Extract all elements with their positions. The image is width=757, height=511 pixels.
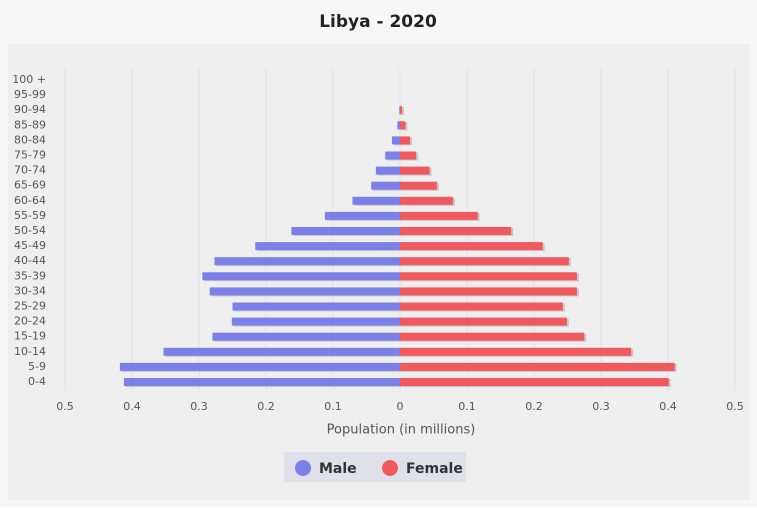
y-tick-label: 90-94 bbox=[14, 103, 46, 116]
legend-label: Male bbox=[319, 461, 357, 477]
y-tick-label: 45-49 bbox=[14, 239, 46, 252]
y-tick-label: 100 + bbox=[12, 73, 46, 86]
bar bbox=[400, 181, 437, 190]
bar bbox=[400, 227, 512, 235]
bar bbox=[163, 347, 400, 356]
legend-swatch bbox=[295, 460, 311, 476]
legend-label: Female bbox=[406, 461, 463, 477]
x-tick-label: 0.3 bbox=[592, 400, 610, 413]
bar bbox=[400, 242, 543, 251]
y-tick-label: 50-54 bbox=[14, 224, 46, 237]
bar bbox=[375, 166, 400, 175]
bar bbox=[385, 151, 400, 160]
bar bbox=[400, 317, 567, 326]
y-tick-label: 70-74 bbox=[14, 164, 46, 177]
bar bbox=[400, 166, 430, 175]
bar bbox=[400, 121, 406, 130]
bar bbox=[400, 378, 669, 386]
bar bbox=[212, 332, 400, 341]
bar bbox=[400, 136, 411, 145]
bar bbox=[352, 196, 400, 205]
legend bbox=[284, 452, 466, 482]
bar bbox=[400, 302, 563, 311]
y-tick-label: 85-89 bbox=[14, 118, 46, 131]
bar bbox=[214, 257, 400, 266]
y-tick-label: 5-9 bbox=[28, 360, 46, 373]
y-tick-label: 35-39 bbox=[14, 269, 46, 282]
bar bbox=[400, 332, 585, 341]
bar bbox=[400, 257, 569, 266]
bar bbox=[400, 106, 403, 115]
y-tick-label: 15-19 bbox=[14, 330, 46, 343]
bar bbox=[400, 272, 577, 281]
x-tick-label: 0.5 bbox=[726, 400, 744, 413]
bar bbox=[400, 347, 632, 356]
bar bbox=[232, 302, 400, 311]
y-tick-label: 20-24 bbox=[14, 315, 46, 328]
y-tick-label: 0-4 bbox=[28, 375, 46, 388]
bar bbox=[400, 362, 675, 371]
y-tick-label: 40-44 bbox=[14, 254, 46, 267]
bar-shadow bbox=[402, 107, 405, 116]
x-tick-label: 0 bbox=[397, 400, 404, 413]
bar bbox=[400, 287, 577, 296]
x-tick-label: 0.4 bbox=[123, 400, 141, 413]
bar bbox=[371, 181, 400, 190]
y-tick-label: 95-99 bbox=[14, 88, 46, 101]
y-tick-label: 65-69 bbox=[14, 179, 46, 192]
x-tick-label: 0.2 bbox=[257, 400, 275, 413]
chart-title: Libya - 2020 bbox=[319, 12, 437, 32]
legend-swatch bbox=[382, 460, 398, 476]
bar bbox=[400, 211, 478, 220]
bar bbox=[119, 362, 400, 371]
x-tick-label: 0.5 bbox=[56, 400, 74, 413]
y-tick-label: 55-59 bbox=[14, 209, 46, 222]
bar bbox=[324, 211, 400, 220]
x-tick-label: 0.4 bbox=[659, 400, 677, 413]
y-tick-label: 30-34 bbox=[14, 284, 46, 297]
bar bbox=[399, 106, 400, 115]
bar bbox=[400, 151, 417, 160]
x-axis-label: Population (in millions) bbox=[327, 423, 476, 438]
bar bbox=[123, 378, 401, 386]
x-tick-label: 0.2 bbox=[525, 400, 543, 413]
bar bbox=[291, 227, 400, 235]
y-tick-label: 10-14 bbox=[14, 345, 46, 358]
x-tick-label: 0.3 bbox=[190, 400, 208, 413]
bar bbox=[397, 121, 400, 130]
y-tick-label: 60-64 bbox=[14, 194, 46, 207]
bar bbox=[255, 242, 400, 251]
bar bbox=[391, 136, 400, 145]
bar bbox=[209, 287, 400, 296]
x-tick-label: 0.1 bbox=[458, 400, 476, 413]
bar bbox=[400, 196, 453, 205]
y-tick-label: 80-84 bbox=[14, 133, 46, 146]
bar bbox=[231, 317, 400, 326]
x-tick-label: 0.1 bbox=[324, 400, 342, 413]
y-tick-label: 25-29 bbox=[14, 300, 46, 313]
bar bbox=[202, 272, 400, 281]
y-tick-label: 75-79 bbox=[14, 149, 46, 162]
